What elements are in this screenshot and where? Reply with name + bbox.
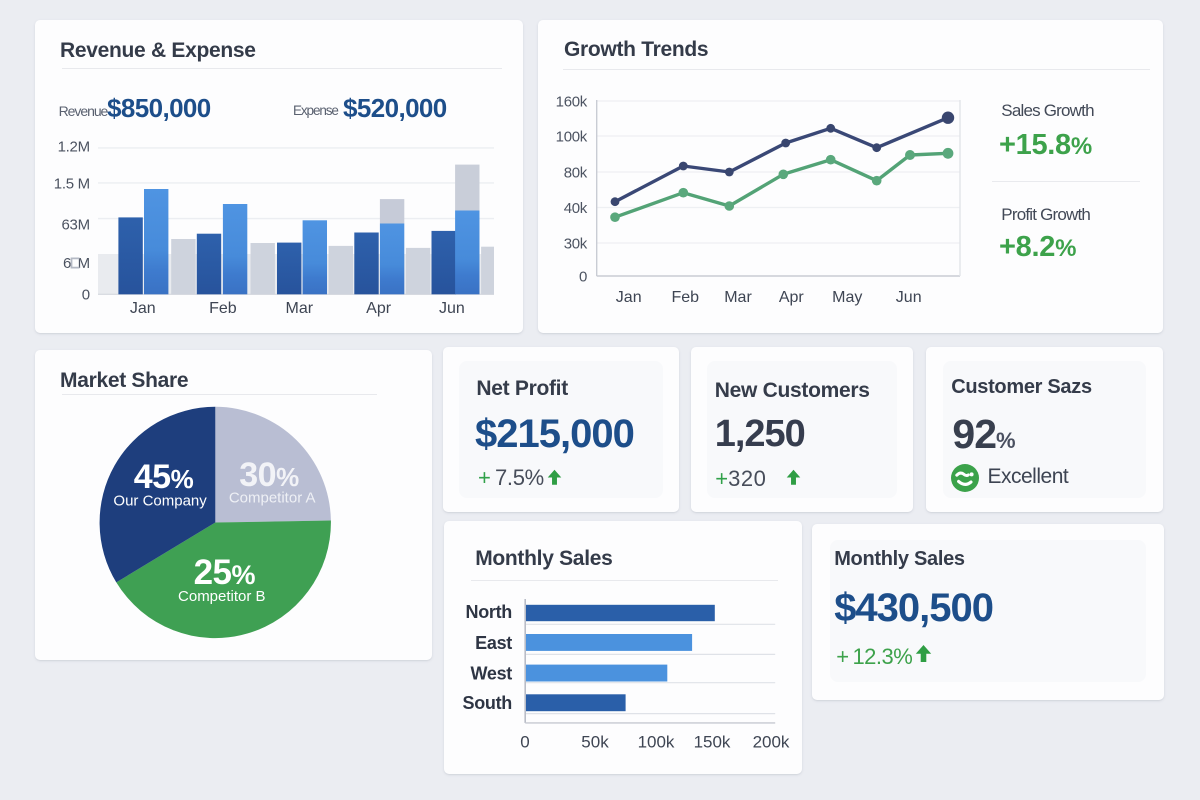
svg-text:0: 0 [579,268,587,285]
svg-text:40k: 40k [564,200,588,217]
svg-text:63M: 63M [62,217,90,234]
svg-text:150k: 150k [694,733,731,752]
svg-text:Feb: Feb [209,300,237,317]
svg-text:100k: 100k [638,733,675,752]
svg-text:South: South [463,693,513,713]
svg-text:45%: 45% [134,458,194,496]
svg-text:Competitor B: Competitor B [178,588,266,605]
svg-text:25%: 25% [194,553,256,592]
svg-text:Mar: Mar [286,300,314,317]
svg-text:6: 6 [63,255,71,272]
svg-text:West: West [471,663,513,683]
svg-text:Jan: Jan [130,300,156,317]
svg-text:North: North [466,602,513,622]
svg-text:Our Company: Our Company [113,492,207,509]
svg-text:May: May [832,289,862,306]
svg-text:1.5 M: 1.5 M [54,176,90,193]
svg-text:30%: 30% [239,456,299,494]
svg-text:200k: 200k [753,733,790,752]
svg-text:1.2M: 1.2M [58,138,90,155]
svg-text:Jan: Jan [616,289,642,306]
svg-text:East: East [475,633,512,653]
svg-text:Apr: Apr [366,300,392,317]
svg-text:Feb: Feb [672,289,700,306]
svg-text:50k: 50k [581,733,609,752]
svg-text:Apr: Apr [779,289,805,306]
svg-text:160k: 160k [556,93,588,110]
svg-text:80k: 80k [564,164,588,181]
svg-text:30k: 30k [564,235,588,252]
svg-text:100k: 100k [556,128,588,145]
svg-text:Mar: Mar [724,289,752,306]
svg-text:Jun: Jun [439,300,465,317]
svg-text:Competitor A: Competitor A [229,490,316,507]
svg-text:Jun: Jun [896,289,922,306]
svg-text:0: 0 [520,733,529,752]
svg-text:M: M [78,255,90,272]
svg-text:0: 0 [82,287,90,304]
